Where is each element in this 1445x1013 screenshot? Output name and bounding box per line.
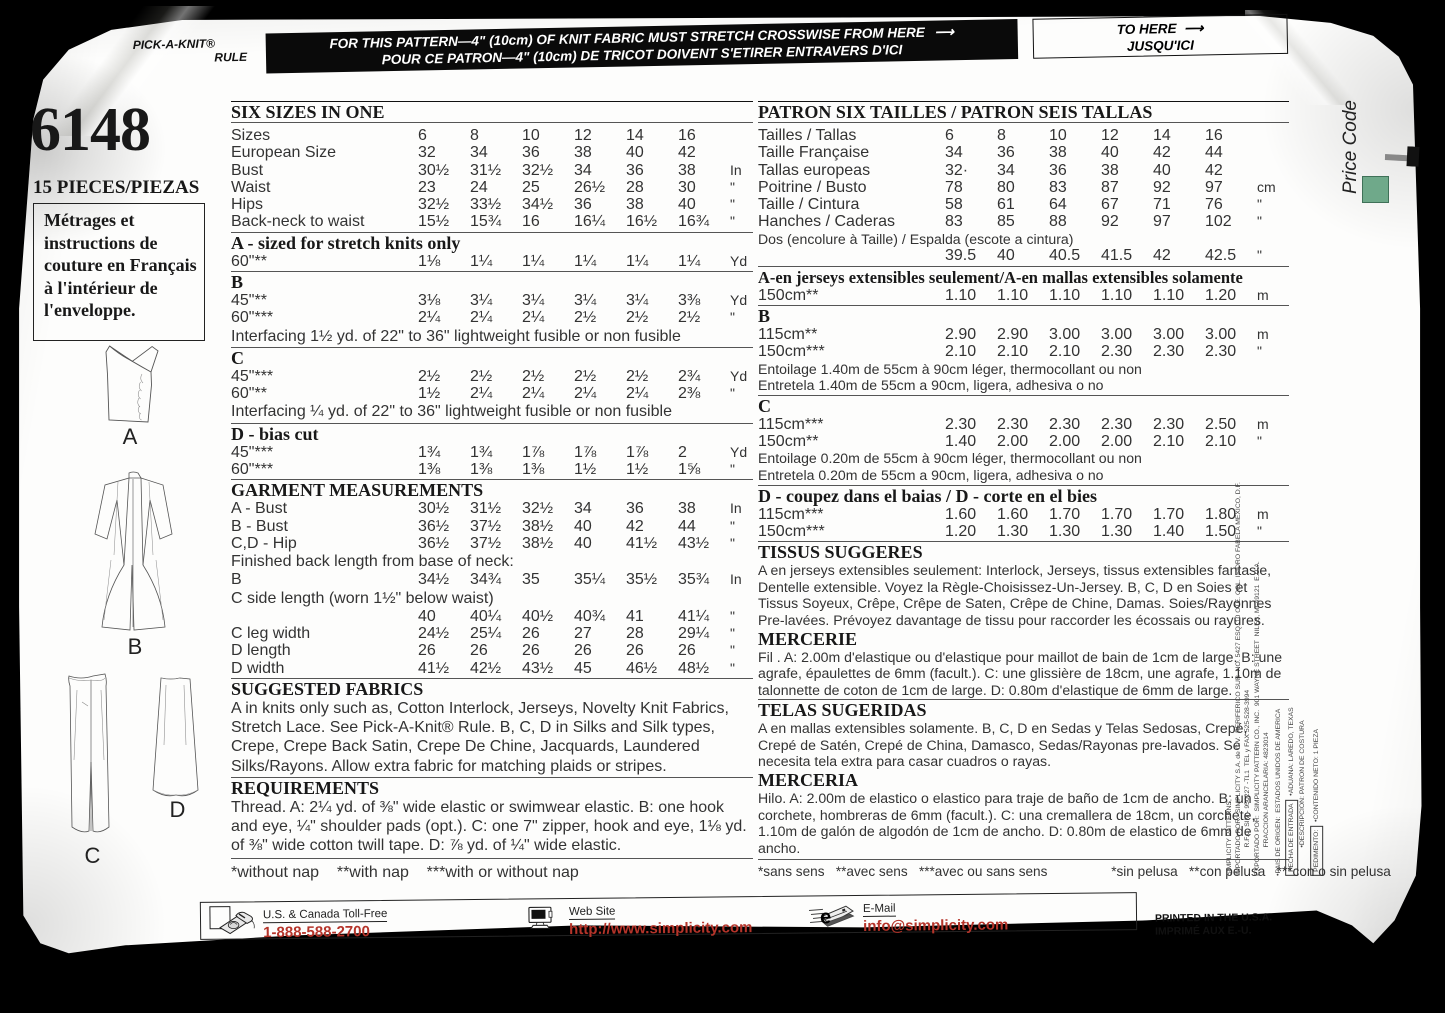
svg-text:e: e: [820, 906, 831, 928]
